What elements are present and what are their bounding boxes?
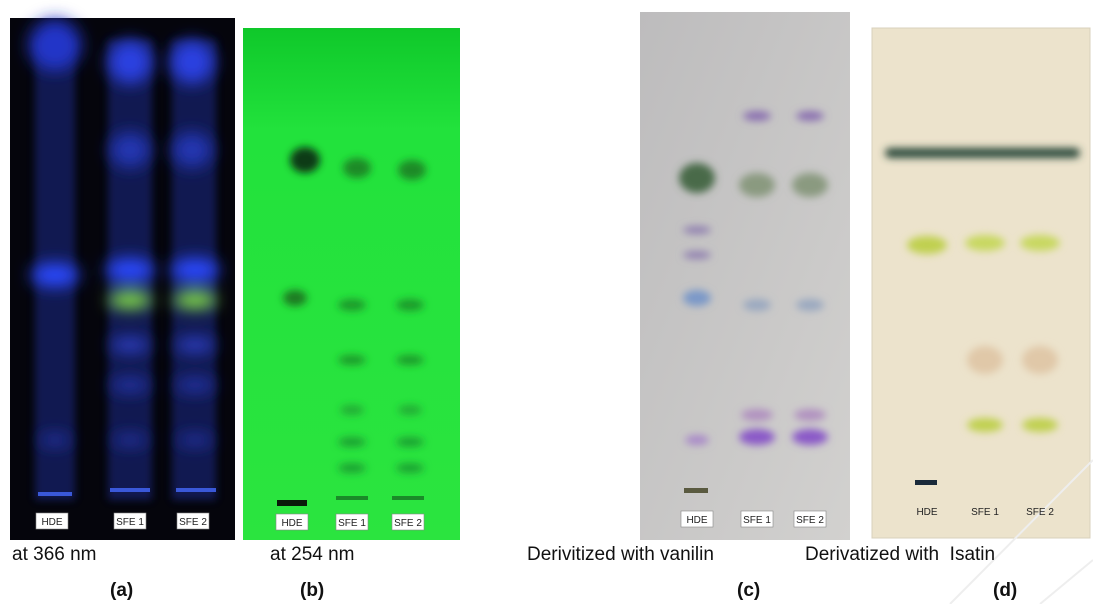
lane-label: HDE xyxy=(686,515,707,526)
panel-caption: at 254 nm xyxy=(270,544,355,565)
lane-label: SFE 1 xyxy=(971,507,999,518)
lane-label: SFE 2 xyxy=(179,517,207,528)
plate-b xyxy=(243,28,460,540)
lane-label: SFE 2 xyxy=(1026,507,1054,518)
lane-label: HDE xyxy=(916,507,937,518)
panel-letter: (c) xyxy=(737,580,760,601)
lane-label: SFE 1 xyxy=(743,515,771,526)
figure: HDE SFE 1 SFE 2 at 366 nm (a) HDE SFE 1 SFE 2 at… xyxy=(0,0,1093,604)
plate-a xyxy=(10,18,235,540)
lane-label: SFE 2 xyxy=(394,518,422,529)
lane-label: HDE xyxy=(281,518,302,529)
panel-caption: at 366 nm xyxy=(12,544,97,565)
panel-caption: Derivitized with vanilin xyxy=(527,544,714,565)
panel-letter: (b) xyxy=(300,580,324,601)
lane-label: SFE 2 xyxy=(796,515,824,526)
lane-label: SFE 1 xyxy=(338,518,366,529)
panel-letter: (d) xyxy=(993,580,1017,601)
lane-label: HDE xyxy=(41,517,62,528)
lane-label: SFE 1 xyxy=(116,517,144,528)
plate-d xyxy=(872,28,1090,538)
panel-caption: Derivatized with Isatin xyxy=(805,544,995,565)
panel-letter: (a) xyxy=(110,580,133,601)
plate-c xyxy=(640,12,850,540)
